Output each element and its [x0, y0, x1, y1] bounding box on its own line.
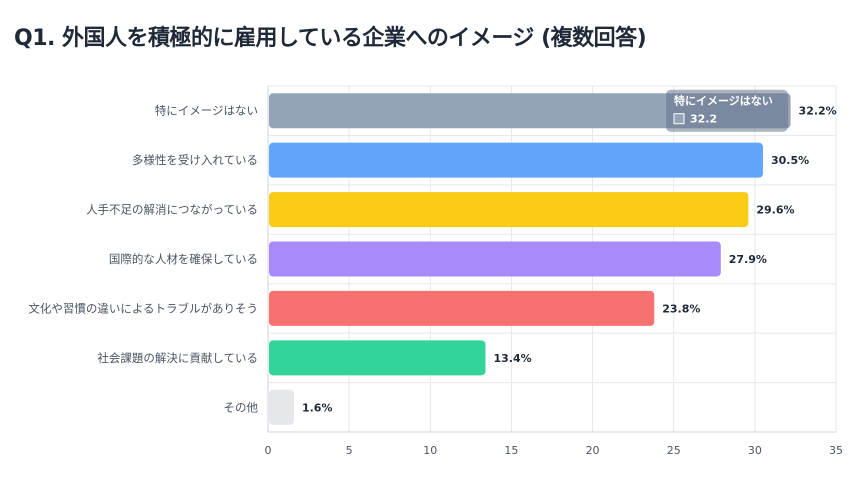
bar[interactable] [269, 192, 749, 228]
category-label: 国際的な人材を確保している [109, 252, 258, 266]
data-label: 32.2% [799, 105, 837, 118]
data-label: 29.6% [756, 204, 794, 217]
tooltip-box [666, 89, 788, 132]
bar[interactable] [269, 142, 763, 178]
x-tick-label: 30 [748, 444, 762, 457]
x-tick-label: 0 [265, 444, 272, 457]
x-tick-label: 20 [586, 444, 600, 457]
chart-title: Q1. 外国人を積極的に雇用している企業へのイメージ (複数回答) [14, 26, 647, 51]
tooltip-swatch [673, 113, 685, 125]
bar[interactable] [269, 340, 486, 376]
x-tick-label: 35 [829, 444, 843, 457]
category-label: 多様性を受け入れている [132, 153, 258, 167]
category-label: 人手不足の解消につながっている [86, 203, 258, 217]
tooltip: 特にイメージはない 32.2 [666, 89, 788, 132]
data-label: 13.4% [493, 352, 531, 365]
category-labels: 特にイメージはない 32.2% 多様性を受け入れている 30.5% 人手不足の解消につな… [28, 104, 836, 415]
tooltip-value: 32.2 [690, 113, 717, 126]
category-label: その他 [224, 400, 259, 414]
x-axis-ticks: 0 5 10 15 20 25 30 35 [265, 444, 844, 457]
x-tick-label: 5 [346, 444, 353, 457]
bar[interactable] [269, 241, 721, 277]
bar[interactable] [269, 290, 655, 326]
data-label: 1.6% [302, 401, 333, 414]
data-label: 23.8% [662, 302, 700, 315]
data-label: 30.5% [771, 154, 809, 167]
category-label: 文化や習慣の違いによるトラブルがありそう [28, 301, 258, 315]
x-tick-label: 25 [667, 444, 681, 457]
data-label: 27.9% [729, 253, 767, 266]
bars [269, 93, 791, 425]
tooltip-label: 特にイメージはない [674, 94, 773, 108]
bar[interactable] [269, 389, 294, 425]
x-tick-label: 15 [504, 444, 518, 457]
category-label: 特にイメージはない [155, 104, 258, 118]
x-tick-label: 10 [423, 444, 437, 457]
bar[interactable] [269, 93, 791, 129]
category-label: 社会課題の解決に貢献している [97, 351, 258, 365]
